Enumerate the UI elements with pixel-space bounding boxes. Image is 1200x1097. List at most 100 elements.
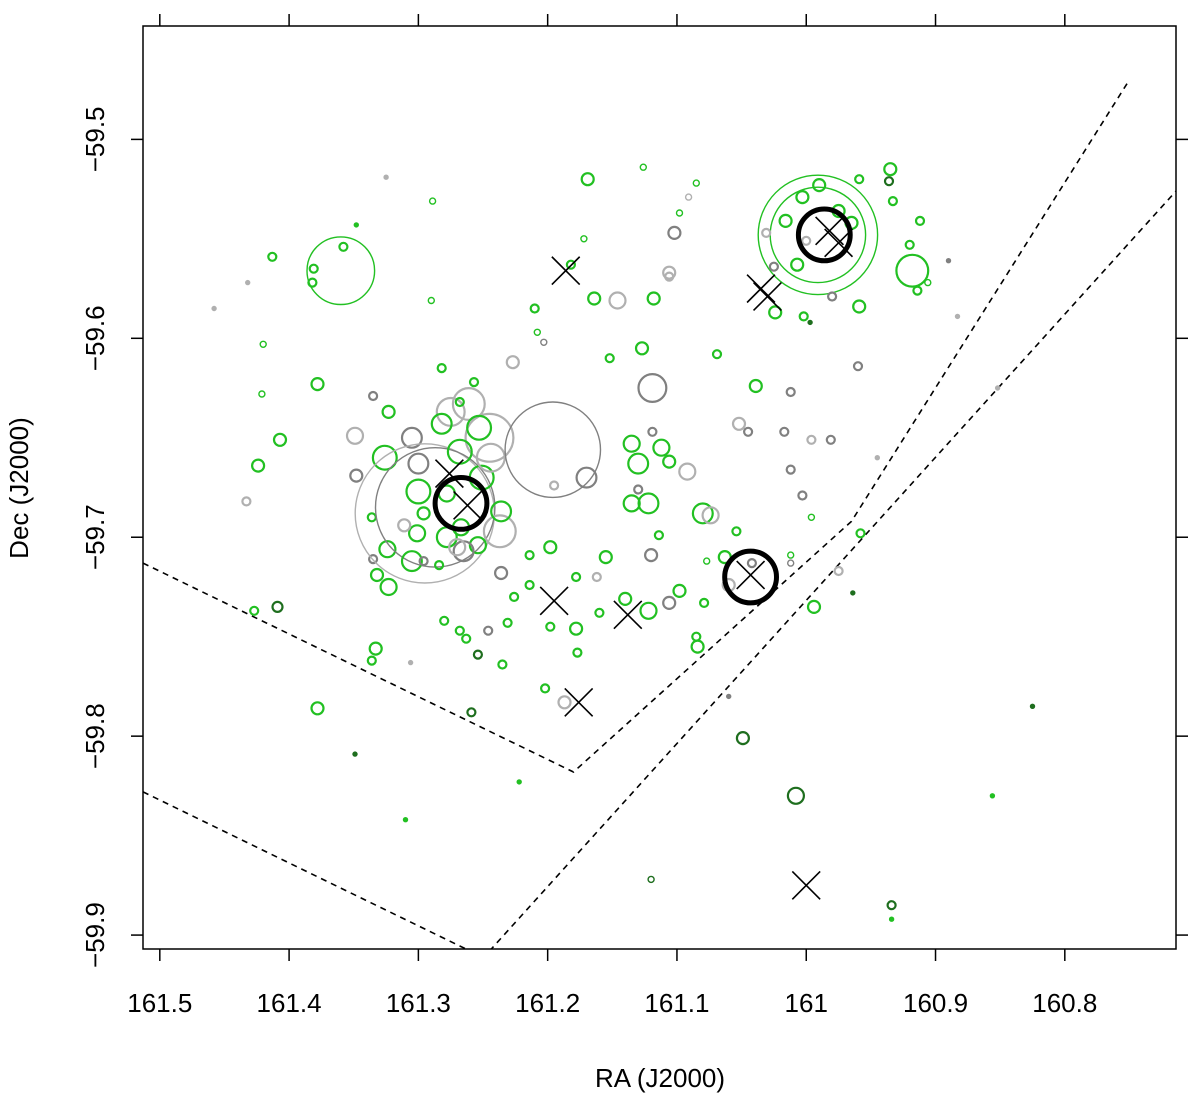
y-tick-label: −59.6 <box>80 305 110 371</box>
source-marker <box>703 557 711 565</box>
source-marker <box>768 261 780 272</box>
x-axis-top <box>159 14 1066 26</box>
source-marker <box>466 707 477 718</box>
source-marker <box>378 540 397 559</box>
source-marker <box>539 683 551 694</box>
plot-frame <box>142 25 1177 950</box>
source-marker <box>850 590 856 596</box>
source-marker <box>1029 703 1036 709</box>
source-marker <box>667 225 682 240</box>
source-marker <box>543 540 558 555</box>
source-marker <box>310 701 325 716</box>
source-marker <box>259 340 267 348</box>
source-marker <box>895 253 930 288</box>
source-marker <box>405 478 432 505</box>
source-marker <box>483 625 494 636</box>
boundary-line <box>143 791 468 949</box>
source-marker <box>249 605 260 616</box>
source-marker <box>807 319 813 326</box>
source-marker <box>826 291 838 302</box>
source-marker <box>306 236 376 306</box>
source-marker <box>785 386 796 398</box>
source-marker <box>418 555 429 567</box>
source-marker <box>557 695 572 710</box>
source-marker <box>472 649 483 660</box>
x-tick-label: 161.5 <box>127 988 192 1018</box>
source-marker <box>746 557 758 569</box>
cross-marker <box>453 490 482 520</box>
source-marker <box>439 615 450 626</box>
source-marker <box>678 462 697 481</box>
boundary-line <box>490 190 1176 949</box>
source-marker <box>795 190 810 205</box>
source-marker <box>366 655 377 666</box>
source-marker <box>691 631 702 642</box>
source-marker <box>446 438 473 465</box>
source-marker <box>338 241 349 252</box>
source-marker <box>768 305 783 320</box>
x-tick-label: 160.8 <box>1032 988 1097 1018</box>
source-marker <box>516 779 522 785</box>
source-marker <box>211 305 217 312</box>
cross-marker <box>434 459 464 489</box>
source-marker <box>637 492 660 515</box>
cross-marker <box>752 282 782 312</box>
source-marker <box>627 452 650 475</box>
source-marker <box>570 571 582 583</box>
source-marker <box>434 559 445 571</box>
source-marker <box>653 530 665 541</box>
source-marker <box>548 480 560 491</box>
y-axis-left: −59.5 −59.6 −59.7 −59.8 −59.9 <box>80 107 143 968</box>
source-marker <box>639 163 647 171</box>
source-marker <box>779 426 790 437</box>
source-marker <box>400 550 423 573</box>
source-marker <box>308 263 319 274</box>
y-tick-label: −59.5 <box>80 107 110 173</box>
y-tick-label: −59.9 <box>80 902 110 968</box>
source-marker <box>540 338 548 346</box>
source-marker <box>369 567 385 583</box>
source-marker <box>806 599 822 615</box>
source-marker <box>402 817 409 823</box>
source-marker <box>482 514 517 549</box>
source-marker <box>490 500 513 523</box>
source-marker <box>726 693 732 700</box>
source-marker <box>652 438 671 457</box>
y-axis-right <box>1176 138 1188 936</box>
source-marker <box>368 553 379 565</box>
source-marker <box>368 390 379 402</box>
source-marker <box>778 213 793 228</box>
source-markers <box>211 162 1036 922</box>
source-marker <box>251 458 266 473</box>
source-marker <box>580 172 595 187</box>
source-marker <box>598 549 613 565</box>
source-marker <box>711 349 723 360</box>
x-tick-label: 161.1 <box>644 988 709 1018</box>
cross-stroke <box>453 490 482 520</box>
source-marker <box>748 378 763 394</box>
source-marker <box>647 875 655 884</box>
source-marker <box>698 597 710 609</box>
source-marker <box>883 162 898 177</box>
source-marker <box>742 426 754 437</box>
source-marker <box>468 377 480 388</box>
source-marker <box>368 641 383 656</box>
source-marker <box>545 621 556 632</box>
source-marker <box>886 900 897 911</box>
source-marker <box>407 659 414 666</box>
source-marker <box>637 373 668 404</box>
source-marker <box>672 583 687 599</box>
source-marker <box>416 506 431 521</box>
x-tick-label: 160.9 <box>903 988 968 1018</box>
source-marker <box>647 426 658 437</box>
cross-stroke <box>815 216 845 246</box>
source-marker <box>797 490 808 501</box>
source-marker <box>646 291 661 306</box>
source-marker <box>787 559 795 567</box>
source-marker <box>408 524 427 543</box>
cross-marker <box>539 586 569 616</box>
source-marker <box>735 730 751 746</box>
source-marker <box>427 296 435 305</box>
cross-marker <box>824 228 854 258</box>
x-tick-label: 161 <box>785 988 828 1018</box>
